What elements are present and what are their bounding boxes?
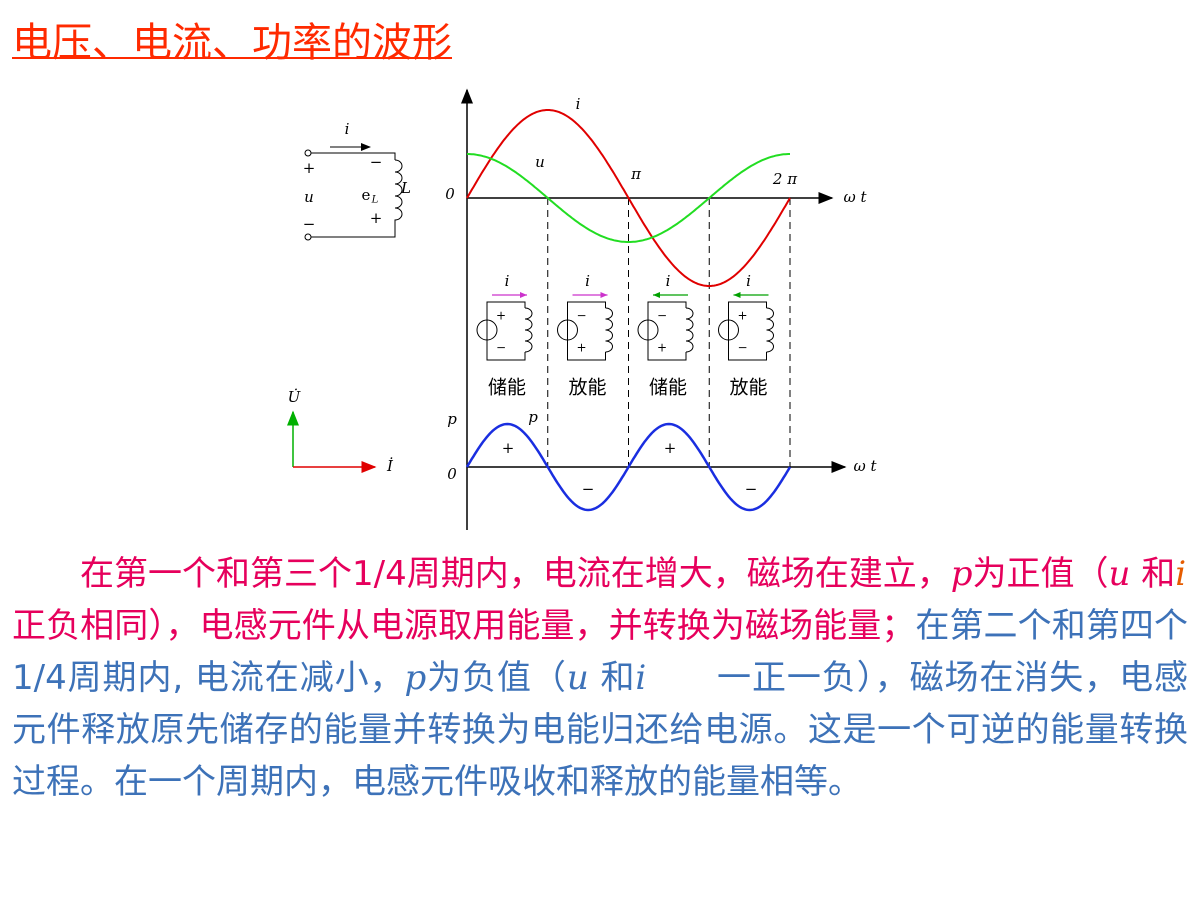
text: 在第一个和第三个1/4周期内，电流在增大，磁场在建立，	[80, 554, 951, 594]
inductor-label: L	[400, 179, 411, 197]
stage-circuit	[486, 301, 526, 361]
voltage-wave	[467, 153, 790, 243]
power-curve-label: p	[528, 408, 538, 426]
stage-current: i	[746, 272, 751, 290]
terminal-plus: +	[303, 159, 316, 177]
arrow-head	[733, 292, 741, 298]
stage-label: 储能	[649, 377, 687, 399]
slide-title: 电压、电流、功率的波形	[12, 20, 452, 66]
origin: 0	[445, 185, 455, 203]
current-phasor-label: İ	[386, 457, 394, 475]
current-wave	[466, 109, 791, 287]
stage-sign: +	[496, 309, 506, 323]
stage-sign: +	[737, 309, 747, 323]
text: 为负值（	[426, 658, 567, 698]
paragraph: 在第一个和第三个1/4周期内，电流在增大，磁场在建立，p为正值（u 和i 正负相…	[12, 548, 1188, 808]
power-sign: +	[502, 439, 515, 457]
power-sign: −	[745, 480, 758, 498]
power-sign: +	[664, 439, 677, 457]
stage-sign: +	[576, 341, 586, 355]
coil	[524, 307, 533, 353]
pi-label: π	[630, 165, 642, 183]
coil	[766, 307, 774, 353]
power-axis-label: p	[447, 410, 457, 428]
axes	[461, 88, 847, 530]
stage-current: i	[666, 272, 671, 290]
stage-circuit	[647, 301, 687, 361]
origin: 0	[447, 465, 457, 483]
current-label: i	[576, 95, 581, 113]
text: 和	[1130, 554, 1176, 594]
symbol: u	[1108, 554, 1131, 594]
emf-sign: −	[370, 153, 383, 171]
quarter-dividers	[547, 198, 791, 467]
stage-sign: −	[576, 309, 586, 323]
text: 正负相同），电感元件从电源取用能量，并转换为磁场能量；	[12, 606, 916, 646]
stage-label: 放能	[729, 377, 767, 399]
circuit	[304, 143, 403, 241]
symbol: p	[950, 554, 973, 594]
text: 一正一负），磁场在消失，电感元件释放原先储存的能量并转换为电能归还给电源。这是一…	[12, 658, 1189, 802]
coil	[685, 307, 694, 353]
voltage-label: u	[535, 153, 545, 171]
stage-label: 储能	[488, 377, 526, 399]
text: 为正值（	[972, 554, 1109, 594]
text: 在第二个和第四个1/4周期内, 电流在减小，	[12, 606, 1189, 698]
circuit-current: i	[345, 120, 350, 138]
coil	[605, 307, 613, 353]
emf-sign: +	[370, 209, 383, 227]
stage-circuit	[728, 301, 767, 361]
symbol: u	[566, 658, 589, 698]
stages: i + − 储能 i − + 放能 i − + 储能 i + − 放能	[476, 272, 774, 399]
time-axis-label: ω t	[843, 188, 867, 206]
symbol: i	[1175, 554, 1187, 594]
power-sign: −	[582, 480, 595, 498]
circuit-voltage: u	[304, 188, 314, 206]
emf-subscript: L	[371, 195, 379, 206]
stage-label: 放能	[568, 377, 606, 399]
stage-sign: +	[657, 341, 667, 355]
two-pi-label: 2 π	[772, 170, 798, 188]
arrow-head	[600, 292, 608, 298]
terminal-minus: −	[303, 215, 316, 233]
stage-circuit	[567, 301, 606, 361]
stage-current: i	[505, 272, 510, 290]
symbol: p	[404, 658, 427, 698]
arrow-head	[520, 292, 527, 298]
text: 和	[588, 658, 636, 698]
emf-label: e	[362, 186, 371, 204]
arrow-head	[653, 292, 660, 298]
stage-current: i	[585, 272, 590, 290]
stage-sign: −	[737, 341, 747, 355]
power-wave	[465, 422, 792, 512]
diagram: i + u − e L L − + i u 0 π 2 π ω t i+−储能i…	[287, 88, 877, 530]
time-axis-label: ω t	[853, 457, 877, 475]
stage-sign: −	[496, 341, 506, 355]
stage-sign: −	[657, 309, 667, 323]
voltage-phasor-label: U̇	[288, 388, 302, 406]
symbol: i	[635, 658, 647, 698]
